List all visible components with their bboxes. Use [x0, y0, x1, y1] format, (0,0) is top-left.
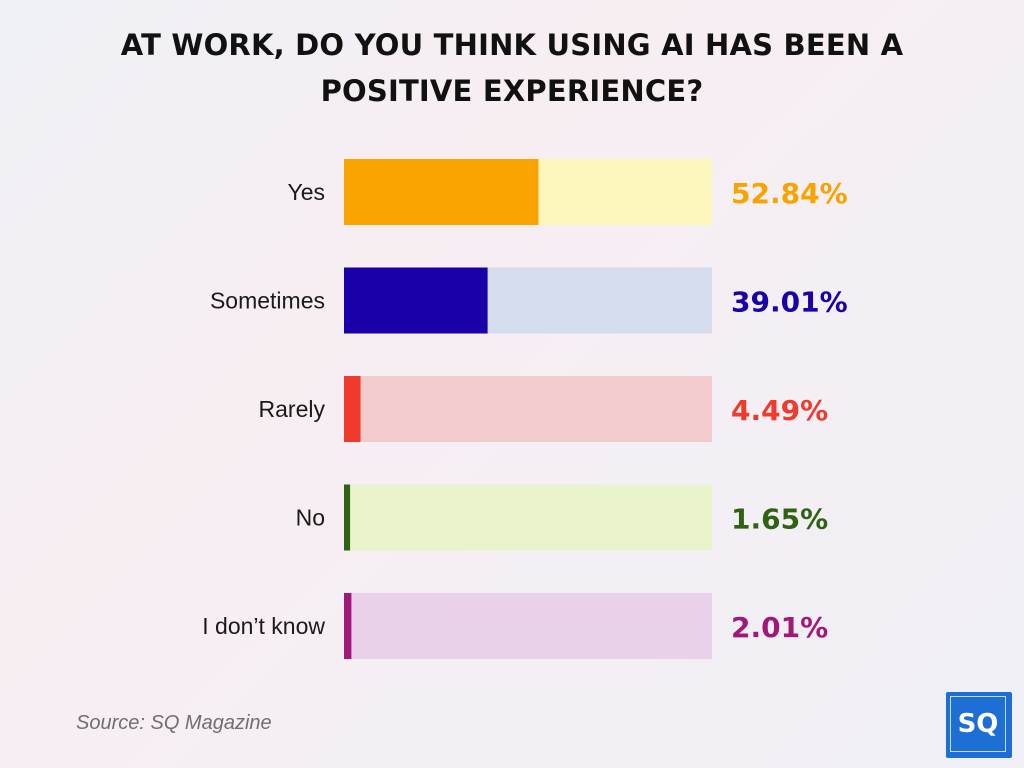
bar-chart: Yes 52.84% Sometimes 39.01% Rarely 4.49% No 1.6… — [202, 159, 848, 659]
category-label-3: No — [296, 505, 325, 531]
bar-track-2 — [344, 376, 712, 442]
category-label-1: Sometimes — [210, 288, 325, 314]
logo-text: SQ — [957, 709, 999, 739]
value-label-2: 4.49% — [731, 394, 828, 427]
bar-3 — [344, 484, 351, 551]
bar-0 — [344, 159, 539, 225]
chart-title-line-1: AT WORK, DO YOU THINK USING AI HAS BEEN … — [120, 28, 904, 62]
bar-4 — [344, 593, 352, 659]
bar-2 — [344, 376, 361, 442]
value-label-3: 1.65% — [731, 503, 828, 536]
sq-magazine-logo: SQ — [946, 692, 1012, 758]
source-note: Source: SQ Magazine — [76, 712, 272, 734]
bar-track-3 — [344, 484, 712, 551]
category-label-0: Yes — [287, 179, 325, 205]
chart-title: AT WORK, DO YOU THINK USING AI HAS BEEN … — [0, 22, 1024, 114]
bar-1 — [344, 267, 488, 334]
value-label-4: 2.01% — [731, 611, 828, 644]
category-label-4: I don’t know — [202, 613, 325, 639]
chart-title-line-2: POSITIVE EXPERIENCE? — [320, 74, 704, 108]
bar-track-4 — [344, 593, 712, 659]
logo-frame: SQ — [950, 696, 1006, 752]
category-label-2: Rarely — [259, 396, 326, 422]
value-label-1: 39.01% — [731, 286, 848, 319]
value-label-0: 52.84% — [731, 177, 848, 210]
